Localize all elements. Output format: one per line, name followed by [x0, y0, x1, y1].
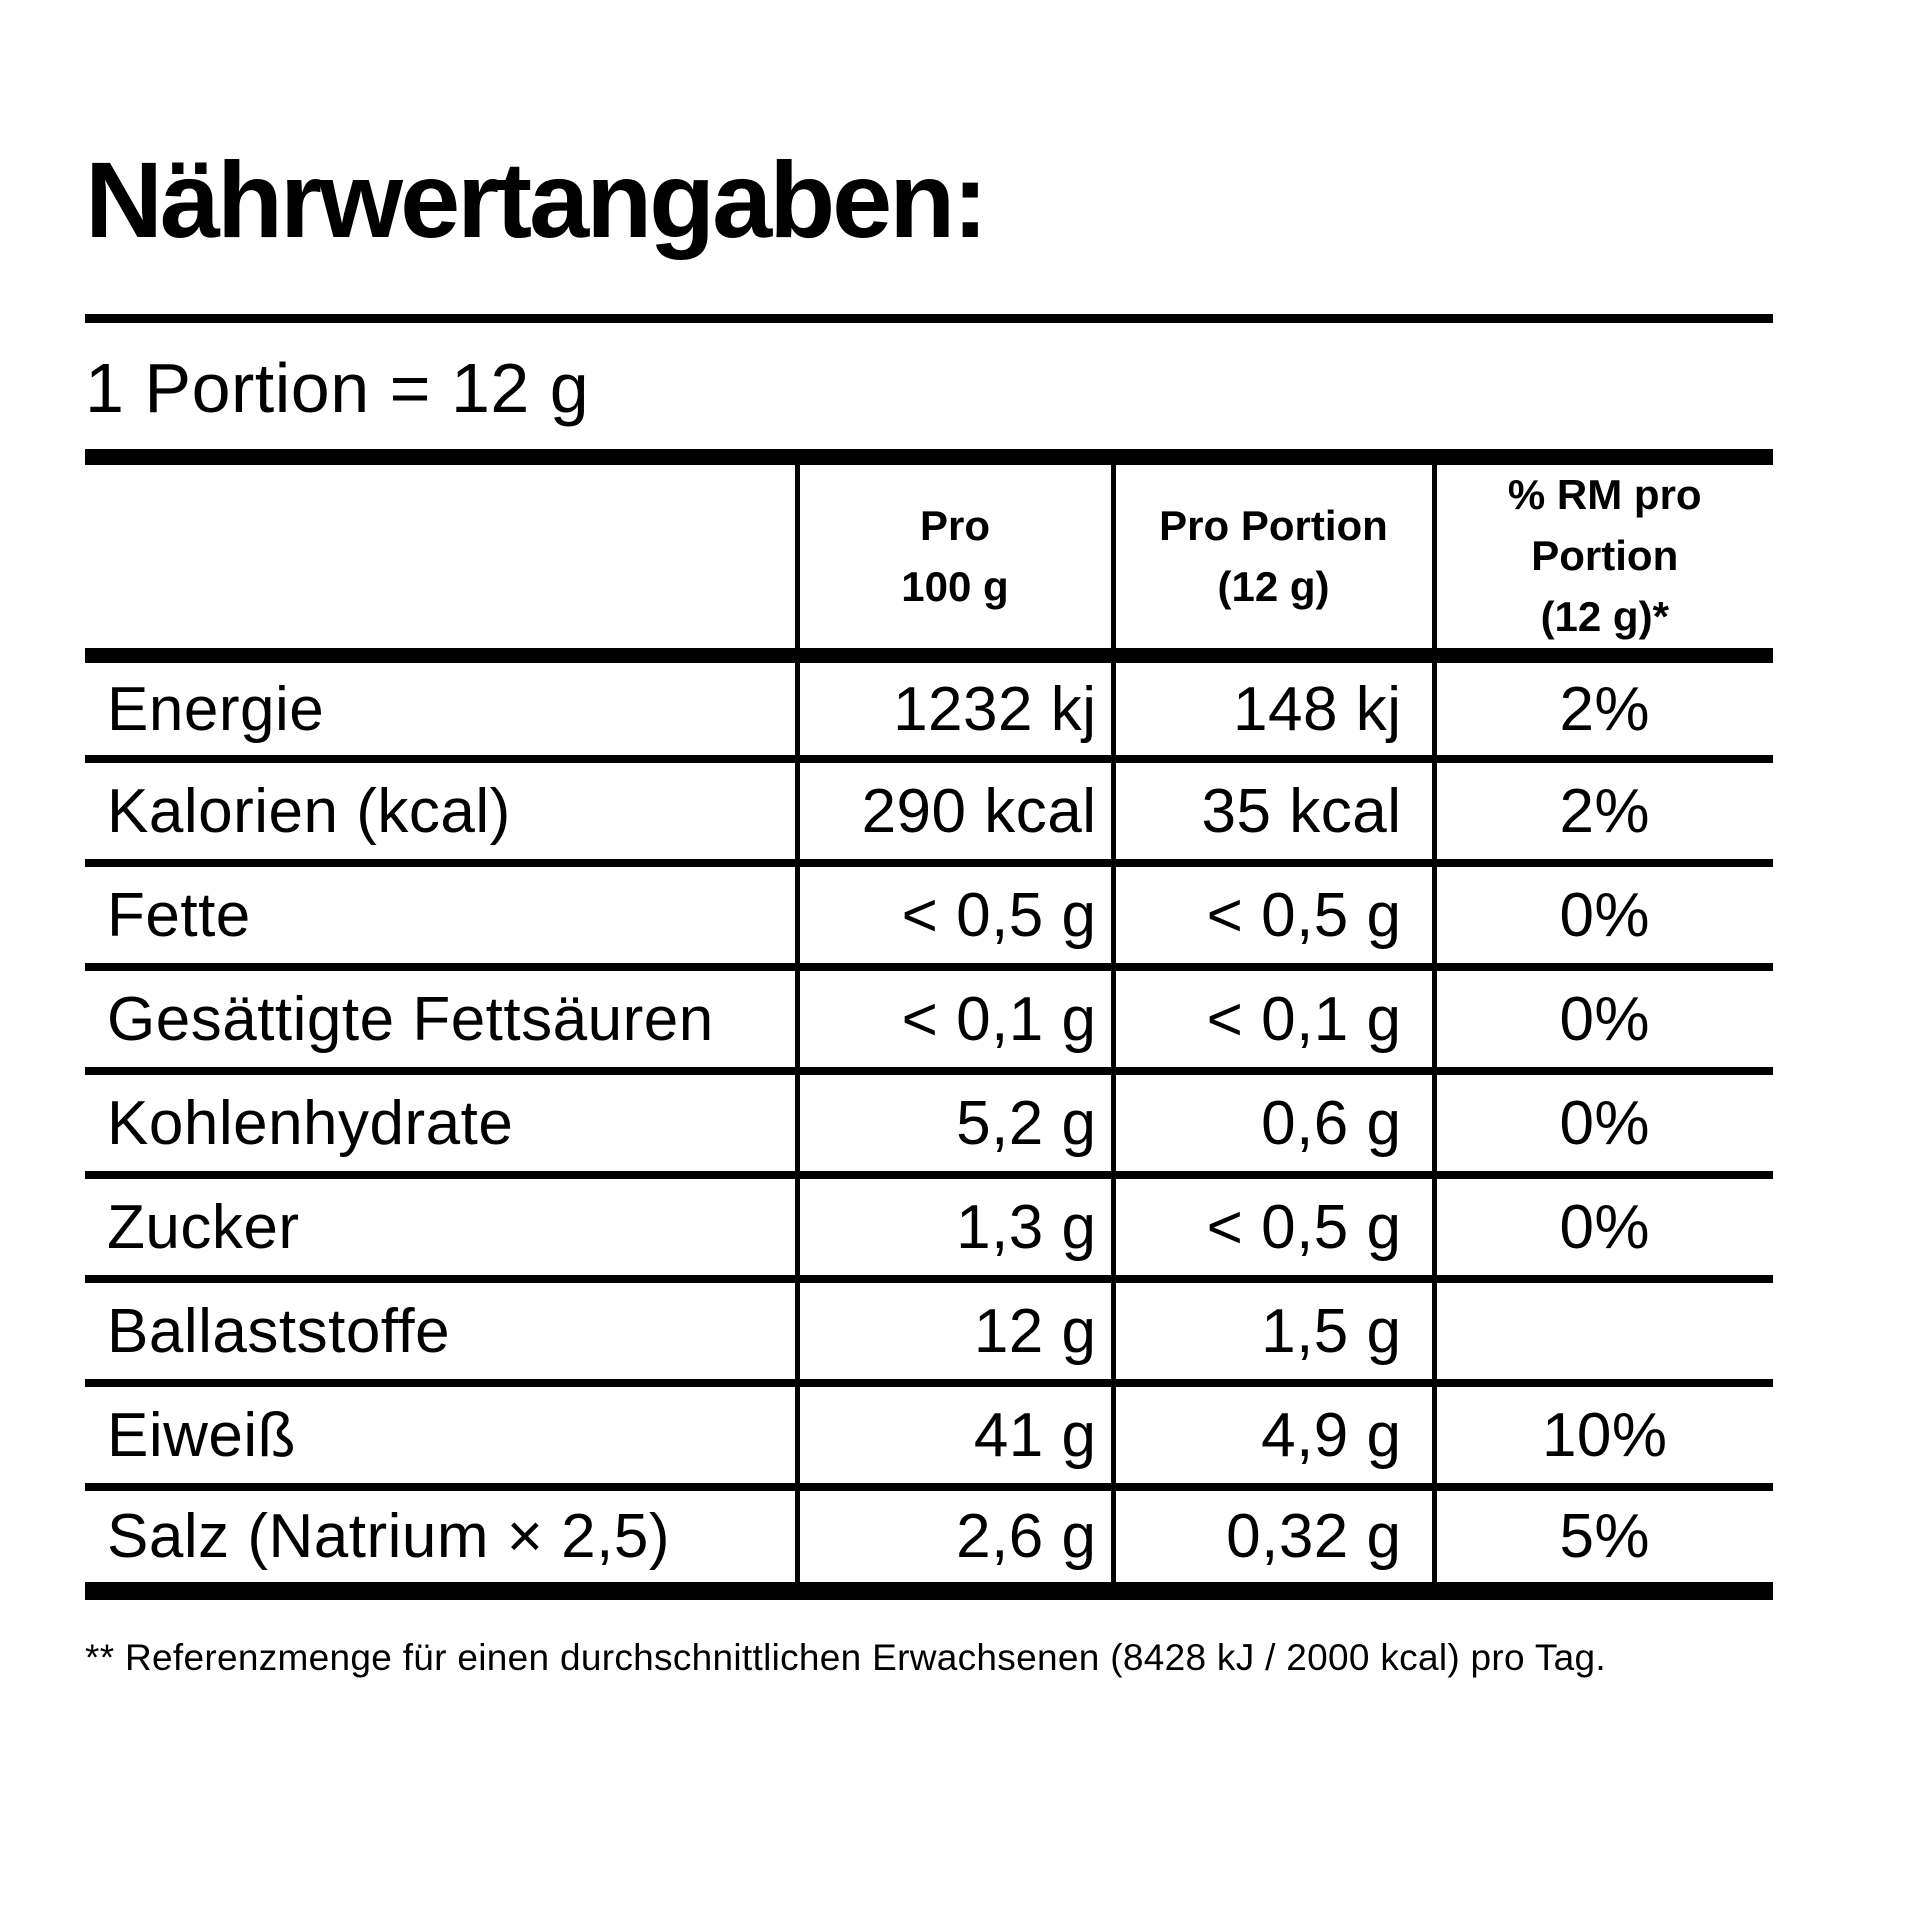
nutrition-table: Pro 100 g Pro Portion (12 g) % RM pro Po… [85, 449, 1773, 1601]
header-per-100g-line2: 100 g [901, 562, 1009, 610]
value-per-100g: 1,3 g [794, 1171, 1113, 1280]
table-row-eiweiss: Eiweiß 41 g 4,9 g 10% [85, 1379, 1773, 1488]
value-rm-percent: 0% [1431, 963, 1773, 1072]
value-rm-percent: 0% [1431, 1171, 1773, 1280]
value-rm-percent: 2% [1431, 755, 1773, 864]
table-row-kohlenhydrate: Kohlenhydrate 5,2 g 0,6 g 0% [85, 1067, 1773, 1176]
value-per-100g: < 0,5 g [794, 859, 1113, 968]
value-rm-percent [1431, 1275, 1773, 1384]
value-per-100g: 1232 kj [794, 655, 1113, 760]
nutrient-name: Ballaststoffe [85, 1275, 797, 1384]
value-per-portion: < 0,1 g [1110, 963, 1434, 1072]
nutrient-name: Eiweiß [85, 1379, 797, 1488]
table-row-kalorien: Kalorien (kcal) 290 kcal 35 kcal 2% [85, 755, 1773, 864]
value-per-100g: 41 g [794, 1379, 1113, 1488]
value-per-portion: 148 kj [1110, 655, 1434, 760]
title-divider [85, 314, 1773, 324]
value-per-portion: 0,6 g [1110, 1067, 1434, 1176]
value-per-portion: < 0,5 g [1110, 859, 1434, 968]
header-per-portion-line2: (12 g) [1217, 562, 1330, 610]
value-per-portion: 35 kcal [1110, 755, 1434, 864]
header-per-100g-line1: Pro [919, 501, 990, 549]
value-per-portion: 0,32 g [1110, 1483, 1434, 1592]
table-row-salz: Salz (Natrium × 2,5) 2,6 g 0,32 g 5% [85, 1483, 1773, 1592]
value-per-100g: 5,2 g [794, 1067, 1113, 1176]
value-rm-percent: 2% [1431, 655, 1773, 760]
nutrient-name: Salz (Natrium × 2,5) [85, 1483, 797, 1592]
value-per-portion: < 0,5 g [1110, 1171, 1434, 1280]
nutrient-name: Kalorien (kcal) [85, 755, 797, 864]
value-per-100g: 12 g [794, 1275, 1113, 1384]
table-row-zucker: Zucker 1,3 g < 0,5 g 0% [85, 1171, 1773, 1280]
table-row-gesaettigte-fettsaeuren: Gesättigte Fettsäuren < 0,1 g < 0,1 g 0% [85, 963, 1773, 1072]
nutrition-label: Nährwertangaben: 1 Portion = 12 g Pro 10… [85, 0, 1773, 1682]
value-per-100g: < 0,1 g [794, 963, 1113, 1072]
value-per-portion: 1,5 g [1110, 1275, 1434, 1384]
value-rm-percent: 5% [1431, 1483, 1773, 1592]
header-rm-percent-line1: % RM pro [1507, 471, 1702, 519]
nutrient-name: Kohlenhydrate [85, 1067, 797, 1176]
reference-footnote: ** Referenzmenge für einen durchschnittl… [85, 1637, 1606, 1679]
table-row-fette: Fette < 0,5 g < 0,5 g 0% [85, 859, 1773, 968]
table-row-ballaststoffe: Ballaststoffe 12 g 1,5 g [85, 1275, 1773, 1384]
page-title: Nährwertangaben: [85, 139, 988, 260]
header-rm-percent: % RM pro Portion (12 g)* [1431, 457, 1773, 663]
header-rm-percent-line3: (12 g)* [1540, 592, 1669, 640]
header-per-100g: Pro 100 g [794, 457, 1113, 663]
header-per-portion-line1: Pro Portion [1159, 501, 1388, 549]
header-per-portion: Pro Portion (12 g) [1110, 457, 1434, 663]
value-rm-percent: 0% [1431, 1067, 1773, 1176]
nutrient-name: Gesättigte Fettsäuren [85, 963, 797, 1072]
table-header-row: Pro 100 g Pro Portion (12 g) % RM pro Po… [85, 457, 1773, 663]
value-rm-percent: 10% [1431, 1379, 1773, 1488]
nutrient-name: Zucker [85, 1171, 797, 1280]
nutrient-name: Energie [107, 674, 325, 744]
value-per-100g: 2,6 g [794, 1483, 1113, 1592]
header-nutrient-column [85, 457, 797, 663]
value-per-100g: 290 kcal [794, 755, 1113, 864]
value-per-portion: 4,9 g [1110, 1379, 1434, 1488]
header-rm-percent-line2: Portion [1531, 532, 1679, 580]
portion-size-line: 1 Portion = 12 g [85, 349, 590, 428]
table-row-energie: Energie 1232 kj 148 kj 2% [85, 655, 1773, 760]
nutrient-name: Fette [85, 859, 797, 968]
value-rm-percent: 0% [1431, 859, 1773, 968]
